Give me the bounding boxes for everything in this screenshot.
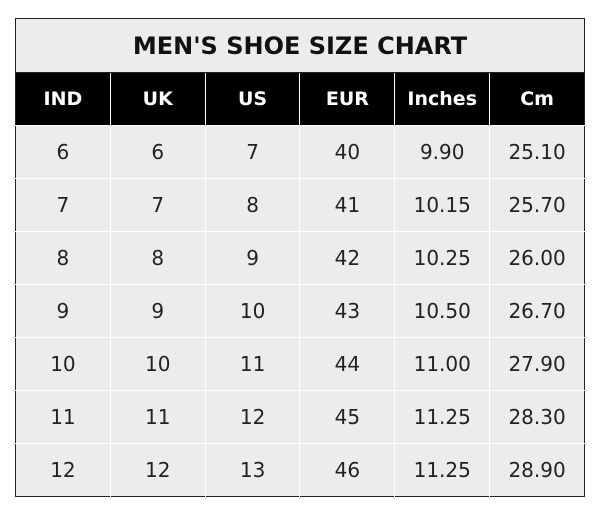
- size-chart-table: MEN'S SHOE SIZE CHART IND UK US EUR Inches Cm…: [15, 18, 585, 497]
- table-cell: 8: [15, 231, 111, 285]
- table-cell: 42: [299, 231, 395, 285]
- table-cell: 7: [15, 178, 111, 232]
- table-cell: 9: [109, 284, 206, 338]
- table-row: 9 9 10 43 10.50 26.70: [15, 284, 585, 338]
- table-cell: 6: [109, 125, 206, 179]
- table-cell: 11.25: [394, 390, 490, 444]
- table-cell: 40: [299, 125, 395, 179]
- column-header: EUR: [299, 72, 395, 126]
- header-row: IND UK US EUR Inches Cm: [15, 72, 585, 126]
- table-cell: 43: [299, 284, 395, 338]
- table-cell: 25.70: [489, 178, 585, 232]
- table-cell: 25.10: [489, 125, 585, 179]
- table-cell: 12: [15, 443, 111, 497]
- table-cell: 9: [15, 284, 111, 338]
- column-header: US: [204, 72, 300, 126]
- table-cell: 11: [204, 337, 300, 391]
- table-cell: 10.50: [394, 284, 490, 338]
- column-header: UK: [109, 72, 206, 126]
- table-row: 8 8 9 42 10.25 26.00: [15, 231, 585, 285]
- table-cell: 10: [15, 337, 111, 391]
- table-row: 10 10 11 44 11.00 27.90: [15, 337, 585, 391]
- table-row: 12 12 13 46 11.25 28.90: [15, 443, 585, 497]
- table-cell: 11: [109, 390, 206, 444]
- table-cell: 13: [204, 443, 300, 497]
- table-cell: 10: [204, 284, 300, 338]
- table-cell: 44: [299, 337, 395, 391]
- table-cell: 41: [299, 178, 395, 232]
- table-cell: 45: [299, 390, 395, 444]
- table-row: 11 11 12 45 11.25 28.30: [15, 390, 585, 444]
- table-cell: 7: [204, 125, 300, 179]
- table-cell: 12: [204, 390, 300, 444]
- table-cell: 11.00: [394, 337, 490, 391]
- table-cell: 8: [109, 231, 206, 285]
- table-cell: 28.90: [489, 443, 585, 497]
- table-cell: 26.00: [489, 231, 585, 285]
- table-cell: 6: [15, 125, 111, 179]
- table-cell: 10.25: [394, 231, 490, 285]
- table-cell: 11.25: [394, 443, 490, 497]
- table-cell: 26.70: [489, 284, 585, 338]
- table-cell: 28.30: [489, 390, 585, 444]
- chart-title: MEN'S SHOE SIZE CHART: [15, 18, 585, 73]
- table-cell: 27.90: [489, 337, 585, 391]
- column-header: Cm: [489, 72, 585, 126]
- column-header: Inches: [394, 72, 490, 126]
- table-cell: 8: [204, 178, 300, 232]
- table-cell: 10.15: [394, 178, 490, 232]
- table-cell: 9: [204, 231, 300, 285]
- table-cell: 9.90: [394, 125, 490, 179]
- table-cell: 11: [15, 390, 111, 444]
- table-cell: 46: [299, 443, 395, 497]
- table-cell: 12: [109, 443, 206, 497]
- table-row: 6 6 7 40 9.90 25.10: [15, 125, 585, 179]
- column-header: IND: [15, 72, 111, 126]
- table-row: 7 7 8 41 10.15 25.70: [15, 178, 585, 232]
- table-cell: 7: [109, 178, 206, 232]
- table-cell: 10: [109, 337, 206, 391]
